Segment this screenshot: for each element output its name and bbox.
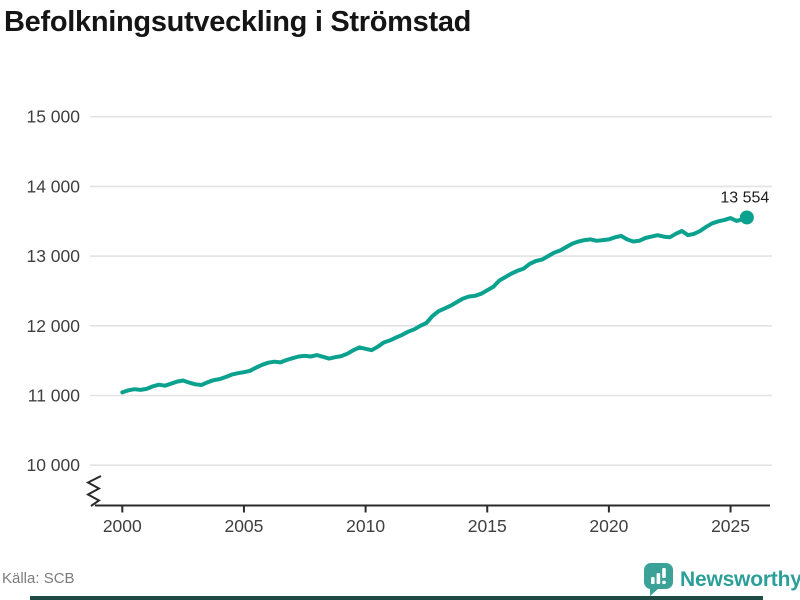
y-tick-label: 11 000 (28, 386, 80, 406)
x-tick-label: 2025 (711, 516, 750, 536)
bar-chart-speech-bubble-icon (644, 563, 673, 596)
source-label: Källa: SCB (2, 570, 75, 587)
axis-break-icon (85, 475, 102, 507)
x-tick-label: 2000 (103, 516, 142, 536)
x-tick-label: 2015 (468, 516, 507, 536)
y-tick-label: 13 000 (26, 246, 80, 266)
x-tick-label: 2020 (589, 516, 628, 536)
brand-name: Newsworthy (680, 567, 800, 591)
y-tick-label: 15 000 (26, 107, 80, 127)
y-tick-label: 14 000 (26, 176, 80, 196)
x-tick-label: 2005 (224, 516, 263, 536)
page-title: Befolkningsutveckling i Strömstad (4, 6, 472, 38)
end-dot (739, 210, 754, 225)
bottom-bar (30, 596, 763, 600)
population-line (120, 215, 749, 395)
end-value-label: 13 554 (720, 189, 769, 206)
y-tick-label: 12 000 (26, 316, 80, 336)
y-tick-label: 10 000 (26, 455, 80, 475)
x-tick-label: 2010 (346, 516, 385, 536)
newsworthy-logo: Newsworthy (644, 563, 800, 596)
